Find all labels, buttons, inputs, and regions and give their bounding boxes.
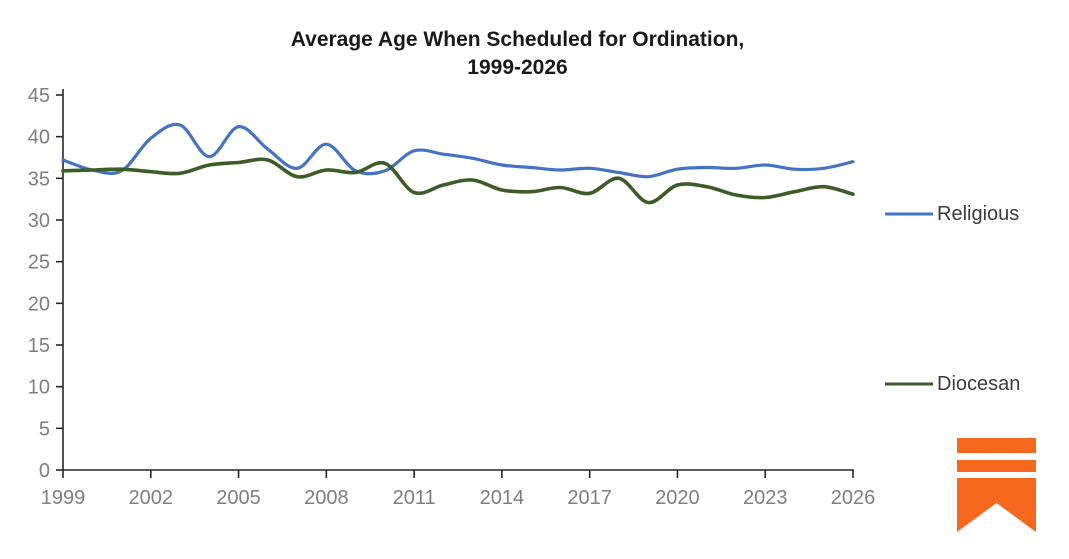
y-tick-label: 35 [28,168,50,190]
x-tick-label: 2023 [743,487,788,509]
x-tick-label: 2020 [655,487,700,509]
chart-title-line1: Average Age When Scheduled for Ordinatio… [290,28,745,51]
legend-item-religious: Religious [884,201,1019,227]
religious-line-swatch-icon [885,212,933,216]
diocesan-line-swatch-icon [885,382,933,386]
logo-bar-top [957,438,1036,453]
axes [62,89,854,471]
logo-bar-middle [957,460,1036,472]
bookmark-logo-icon [957,438,1036,532]
x-tick-label: 2005 [216,487,261,509]
y-tick-label: 20 [28,293,50,315]
x-tick-label: 1999 [41,487,86,509]
y-tick-label: 15 [28,335,50,357]
y-tick-label: 25 [28,252,50,274]
x-tick-label: 2002 [129,487,174,509]
y-tick-label: 0 [39,460,50,482]
x-tick-label: 2026 [831,487,876,509]
x-tick-label: 2008 [304,487,349,509]
series-line-religious [61,122,855,179]
x-tick-labels: 1999 2002 2005 2008 2011 2014 2017 2020 2023 2026 [41,470,876,509]
x-tick-label: 2017 [567,487,612,509]
y-tick-labels: 0 5 10 15 20 25 30 35 40 45 [28,85,63,482]
chart-title: Average Age When Scheduled for Ordinatio… [0,26,1035,82]
legend-item-diocesan: Diocesan [884,371,1020,397]
y-tick-label: 45 [28,85,50,107]
series-line-diocesan [61,157,855,205]
legend-label-diocesan: Diocesan [937,372,1021,395]
y-tick-label: 5 [39,418,50,440]
y-tick-label: 10 [28,377,50,399]
x-tick-label: 2014 [480,487,525,509]
legend-label-religious: Religious [937,202,1020,225]
y-tick-label: 40 [28,127,50,149]
y-tick-label: 30 [28,210,50,232]
logo-flag [957,478,1036,532]
x-tick-label: 2011 [393,487,436,509]
chart-title-line2: 1999-2026 [467,56,568,79]
